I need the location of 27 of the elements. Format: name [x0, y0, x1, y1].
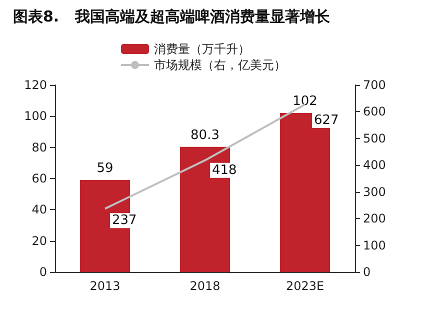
data-label: 627 [314, 113, 339, 128]
y-tick-label: 80 [32, 140, 47, 154]
x-tick-label: 2023E [286, 279, 324, 293]
y-tick-label: 100 [24, 109, 47, 124]
y2-tick-label: 200 [363, 212, 386, 226]
data-label: 237 [112, 213, 137, 228]
y2-tick-label: 600 [363, 104, 386, 119]
y-tick-label: 40 [32, 202, 47, 217]
y2-tick-label: 300 [363, 184, 386, 199]
y2-tick-label: 500 [363, 131, 386, 146]
y2-tick-label: 0 [363, 265, 371, 279]
y-tick-label: 120 [24, 78, 47, 92]
data-label: 102 [292, 94, 318, 110]
y2-tick-label: 100 [363, 238, 386, 252]
y-tick-label: 0 [39, 265, 47, 279]
x-tick-label: 2018 [190, 279, 220, 293]
legend-label: 消费量（万千升） [154, 42, 250, 56]
x-tick-label: 2013 [90, 279, 120, 293]
data-label: 418 [212, 162, 237, 178]
data-label: 59 [96, 161, 114, 176]
chart-title: 图表8. 我国高端及超高端啤酒消费量显著增长 [13, 8, 331, 26]
legend-label: 市场规模（右，亿美元） [154, 58, 286, 72]
data-label: 80.3 [190, 128, 220, 143]
y2-tick-label: 400 [363, 158, 386, 172]
y-tick-label: 20 [32, 234, 47, 248]
y2-tick-label: 700 [363, 78, 386, 92]
y-tick-label: 60 [32, 172, 47, 186]
